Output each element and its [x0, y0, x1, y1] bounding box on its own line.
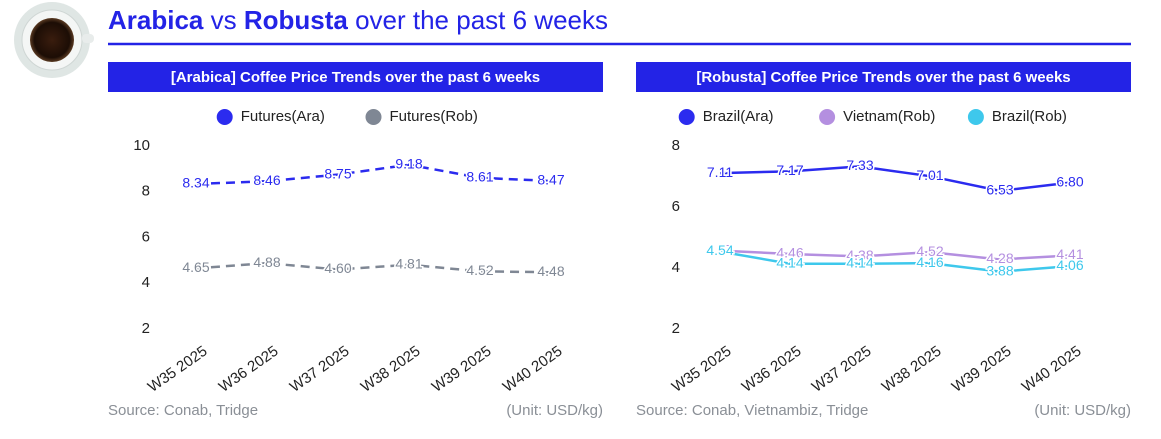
data-label: 4.54 — [706, 242, 733, 258]
page-title: Arabica vs Robusta over the past 6 weeks — [108, 5, 608, 35]
title-part: over the past 6 weeks — [348, 5, 608, 35]
data-label: 4.88 — [253, 254, 280, 270]
data-label: 7.11 — [707, 164, 733, 180]
title-part: Arabica — [108, 5, 204, 35]
data-label: 4.06 — [1056, 257, 1083, 273]
y-tick-label: 4 — [672, 259, 680, 276]
data-label: 4.60 — [324, 260, 351, 276]
unit-note: (Unit: USD/kg) — [1034, 402, 1131, 419]
data-label: 8.34 — [182, 175, 209, 191]
series-line — [719, 249, 1071, 261]
legend-label: Futures(Rob) — [390, 108, 478, 125]
data-label: 7.33 — [846, 157, 873, 173]
source-note: Source: Conab, Vietnambiz, Tridge — [636, 402, 868, 419]
legend-label: Brazil(Ara) — [703, 108, 774, 125]
legend-swatch — [678, 109, 695, 125]
title-part: vs — [203, 5, 243, 35]
series-line — [719, 165, 1071, 193]
data-label: 9.18 — [395, 155, 422, 171]
source-note: Source: Conab, Tridge — [108, 402, 258, 419]
data-label: 6.53 — [986, 182, 1013, 198]
chart-title-bar — [108, 62, 603, 92]
data-label: 4.38 — [846, 247, 873, 263]
y-tick-label: 6 — [672, 198, 680, 215]
y-tick-label: 8 — [672, 137, 680, 154]
x-tick-label: W40 2025 — [1019, 343, 1085, 396]
data-label: 4.14 — [776, 254, 803, 270]
title-part: Robusta — [244, 5, 349, 35]
data-label: 4.81 — [395, 255, 422, 271]
x-tick-label: W38 2025 — [358, 343, 424, 396]
data-label: 4.52 — [916, 243, 943, 259]
series-line — [195, 261, 552, 274]
y-tick-label: 8 — [142, 183, 150, 200]
data-label: 8.61 — [466, 168, 493, 184]
data-label: 6.80 — [1056, 173, 1083, 189]
data-label: 4.57 — [706, 241, 733, 257]
data-label: 4.48 — [537, 263, 564, 279]
data-label: 4.16 — [916, 254, 943, 270]
unit-note: (Unit: USD/kg) — [506, 402, 603, 419]
x-tick-label: W35 2025 — [145, 343, 211, 396]
data-label: 4.41 — [1056, 246, 1083, 262]
y-tick-label: 6 — [142, 228, 150, 245]
legend-swatch — [216, 109, 233, 125]
data-label: 7.01 — [916, 167, 943, 183]
legend-label: Brazil(Rob) — [992, 108, 1067, 125]
data-label: 8.47 — [537, 172, 564, 188]
y-tick-label: 10 — [133, 137, 150, 154]
y-tick-label: 4 — [142, 274, 150, 291]
series-line — [195, 163, 552, 186]
chart-panel: [Arabica] Coffee Price Trends over the p… — [108, 62, 603, 419]
x-tick-label: W38 2025 — [879, 343, 945, 396]
data-label: 8.75 — [324, 165, 351, 181]
x-tick-label: W36 2025 — [739, 343, 805, 396]
legend-label: Vietnam(Rob) — [843, 108, 935, 125]
x-tick-label: W37 2025 — [809, 343, 875, 396]
series-line — [719, 250, 1071, 273]
x-tick-label: W39 2025 — [429, 343, 495, 396]
data-label: 4.65 — [182, 259, 209, 275]
chart-title-bar — [636, 62, 1131, 92]
x-tick-label: W37 2025 — [287, 343, 353, 396]
data-label: 4.14 — [846, 254, 873, 270]
data-label: 8.46 — [253, 172, 280, 188]
data-label: 7.17 — [776, 162, 803, 178]
legend-swatch — [819, 109, 836, 125]
chart-title: [Robusta] Coffee Price Trends over the p… — [696, 69, 1070, 86]
chart-panel: [Robusta] Coffee Price Trends over the p… — [636, 62, 1131, 419]
x-tick-label: W40 2025 — [500, 343, 566, 396]
coffee-icon — [14, 2, 94, 78]
x-tick-label: W35 2025 — [669, 343, 735, 396]
chart-title: [Arabica] Coffee Price Trends over the p… — [171, 69, 540, 86]
y-tick-label: 2 — [142, 320, 150, 337]
data-label: 4.28 — [986, 250, 1013, 266]
data-label: 4.52 — [466, 262, 493, 278]
legend-swatch — [365, 109, 382, 125]
x-tick-label: W36 2025 — [216, 343, 282, 396]
data-label: 3.88 — [986, 262, 1013, 278]
x-tick-label: W39 2025 — [949, 343, 1015, 396]
data-label: 4.46 — [776, 245, 803, 261]
legend-label: Futures(Ara) — [241, 108, 325, 125]
legend-swatch — [967, 109, 984, 125]
y-tick-label: 2 — [672, 320, 680, 337]
